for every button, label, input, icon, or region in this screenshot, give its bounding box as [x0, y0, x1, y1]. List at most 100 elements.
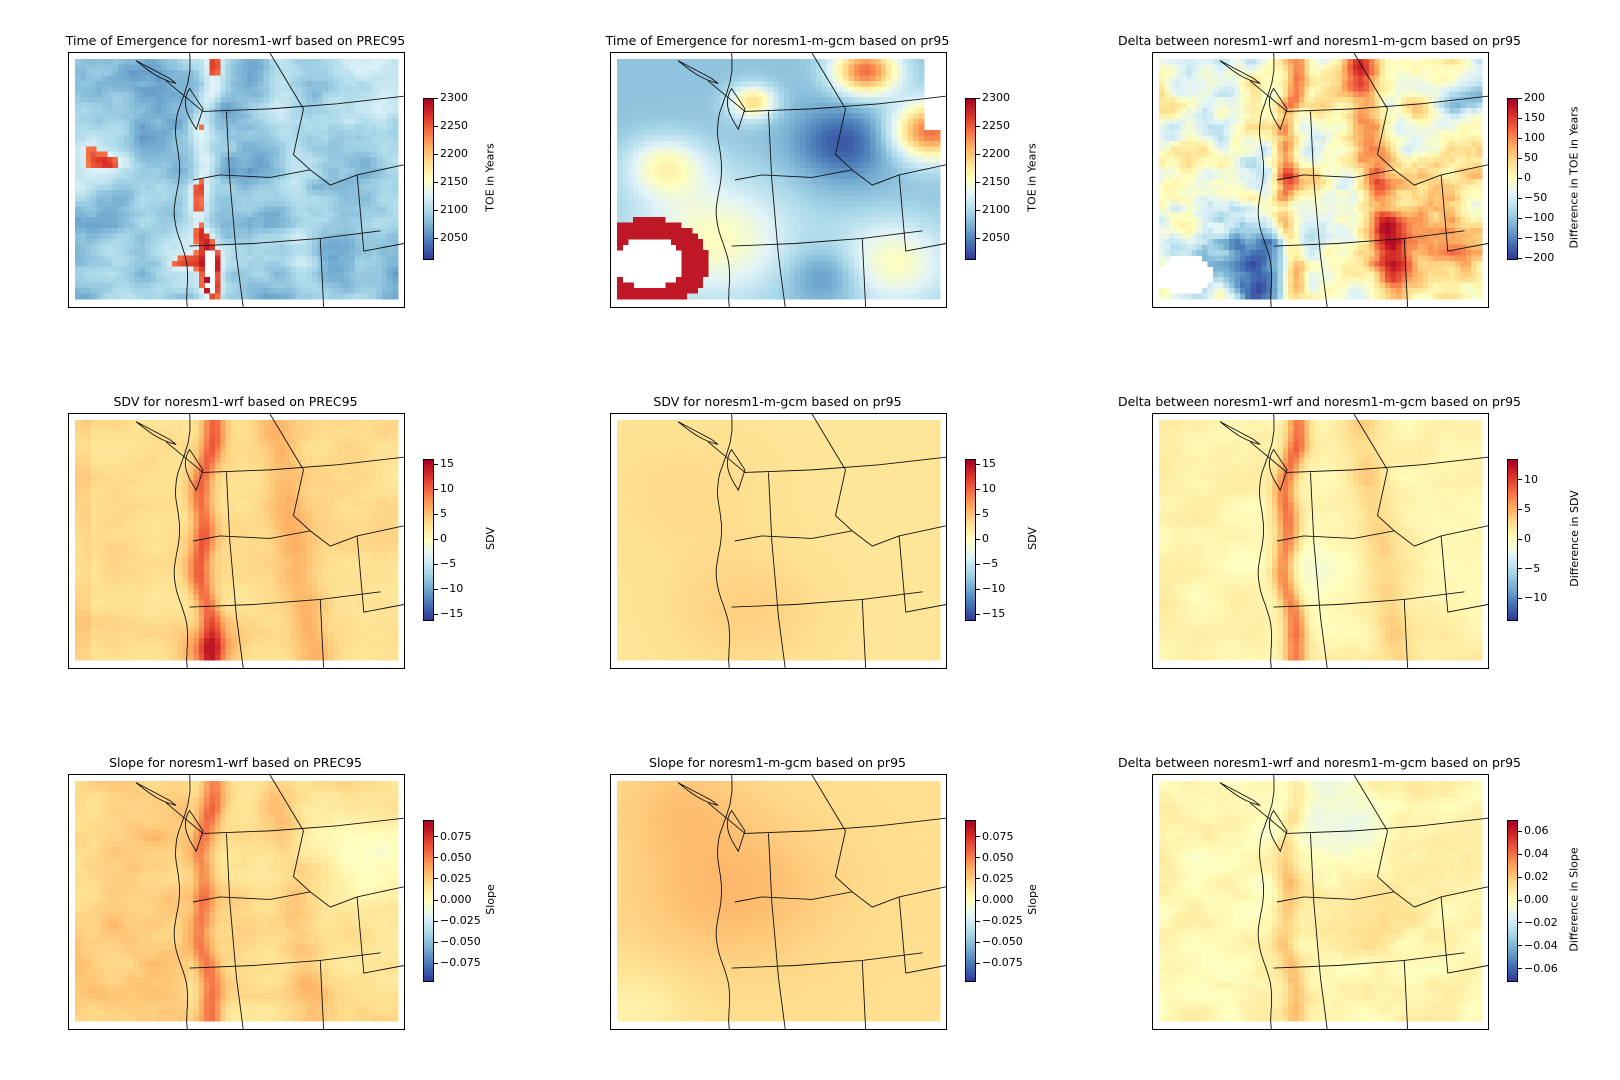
colorbar-tick — [976, 237, 980, 239]
colorbar-tick-label: 0.000 — [440, 894, 472, 905]
colorbar-tick-label: 2250 — [982, 120, 1010, 131]
map-toe-wrf — [68, 52, 405, 308]
colorbar-tick — [434, 488, 438, 490]
colorbar-tick — [434, 941, 438, 943]
colorbar-tick-label: −5 — [1524, 563, 1540, 574]
colorbar-tick — [1518, 197, 1522, 199]
colorbar-tick — [976, 97, 980, 99]
colorbar-label: SDV — [1025, 527, 1038, 550]
colorbar-tick-label: 0.025 — [982, 873, 1014, 884]
colorbar-tick — [1518, 968, 1522, 970]
colorbar-tick-label: −0.075 — [982, 957, 1023, 968]
colorbar-tick-label: −0.025 — [440, 915, 481, 926]
map-borders — [1220, 414, 1488, 668]
colorbar-tick-label: −0.050 — [982, 936, 1023, 947]
colorbar-tick — [976, 538, 980, 540]
colorbar-tick — [976, 899, 980, 901]
map-slope-wrf — [68, 774, 405, 1030]
map-toe-delta — [1152, 52, 1489, 308]
map-field — [69, 414, 404, 668]
colorbar-tick — [976, 857, 980, 859]
field-raster — [1159, 59, 1483, 300]
colorbar-tick — [1518, 97, 1522, 99]
map-sdv-delta — [1152, 413, 1489, 669]
map-field — [611, 53, 946, 307]
field-raster — [75, 420, 399, 661]
colorbar-tick — [1518, 830, 1522, 832]
colorbar-label: Slope — [1025, 884, 1038, 915]
colorbar-tick-label: 0 — [1524, 172, 1531, 183]
colorbar-tick — [976, 962, 980, 964]
colorbar-tick — [1518, 876, 1522, 878]
colorbar-tick-label: 0 — [1524, 533, 1531, 544]
colorbar-tick — [976, 463, 980, 465]
map-field — [69, 775, 404, 1029]
colorbar-tick-label: 0 — [982, 533, 989, 544]
map-field — [1153, 775, 1488, 1029]
colorbar-tick — [976, 941, 980, 943]
colorbar-tick — [1518, 137, 1522, 139]
colorbar — [423, 98, 434, 260]
colorbar-tick — [1518, 117, 1522, 119]
colorbar-tick-label: −10 — [1524, 592, 1547, 603]
map-slope-gcm — [610, 774, 947, 1030]
colorbar-tick-label: −0.02 — [1524, 917, 1558, 928]
colorbar-label: TOE in Years — [1026, 143, 1039, 211]
map-field — [69, 53, 404, 307]
colorbar-tick — [434, 153, 438, 155]
colorbar-tick-label: 5 — [1524, 503, 1531, 514]
map-borders — [1220, 53, 1488, 307]
colorbar-tick — [434, 181, 438, 183]
map-borders — [1220, 775, 1488, 1029]
colorbar-tick-label: −50 — [1524, 192, 1547, 203]
colorbar-tick-label: 2200 — [440, 148, 468, 159]
colorbar-tick — [976, 920, 980, 922]
colorbar — [423, 459, 434, 621]
colorbar-tick-label: 0.000 — [982, 894, 1014, 905]
colorbar-tick — [1518, 237, 1522, 239]
colorbar — [965, 98, 976, 260]
colorbar-tick — [1518, 157, 1522, 159]
field-raster — [1159, 781, 1483, 1022]
field-raster — [617, 781, 941, 1022]
colorbar-tick — [1518, 177, 1522, 179]
colorbar-tick-label: 2200 — [982, 148, 1010, 159]
colorbar-tick — [1518, 568, 1522, 570]
colorbar-tick — [976, 878, 980, 880]
colorbar-label: Slope — [483, 884, 496, 915]
colorbar-label: Difference in TOE in Years — [1568, 106, 1581, 248]
colorbar-tick — [434, 237, 438, 239]
colorbar-tick-label: 0.06 — [1524, 825, 1549, 836]
colorbar-tick-label: 5 — [440, 508, 447, 519]
colorbar-tick-label: −0.06 — [1524, 963, 1558, 974]
colorbar-tick — [976, 488, 980, 490]
colorbar-tick-label: −5 — [982, 558, 998, 569]
panel-title: SDV for noresm1-m-gcm based on pr95 — [653, 394, 901, 409]
colorbar-tick — [976, 125, 980, 127]
colorbar-tick-label: −5 — [440, 558, 456, 569]
colorbar-tick — [1518, 853, 1522, 855]
colorbar-tick — [976, 563, 980, 565]
colorbar-tick — [434, 836, 438, 838]
colorbar-tick-label: 150 — [1524, 112, 1545, 123]
colorbar-tick-label: 0 — [440, 533, 447, 544]
colorbar-tick-label: 0.00 — [1524, 894, 1549, 905]
colorbar-tick-label: 15 — [982, 458, 996, 469]
colorbar-label: SDV — [483, 527, 496, 550]
colorbar-tick — [434, 962, 438, 964]
colorbar-tick-label: 50 — [1524, 152, 1538, 163]
field-raster — [1159, 420, 1483, 661]
map-field — [1153, 414, 1488, 668]
colorbar-tick-label: −150 — [1524, 232, 1554, 243]
colorbar-tick — [1518, 922, 1522, 924]
colorbar-tick-label: −10 — [440, 583, 463, 594]
colorbar — [1507, 820, 1518, 982]
colorbar-label: Difference in SDV — [1567, 490, 1580, 587]
colorbar-tick-label: 10 — [982, 483, 996, 494]
colorbar-label: Difference in Slope — [1568, 847, 1581, 951]
panel-title: Delta between noresm1-wrf and noresm1-m-… — [1118, 33, 1521, 48]
panel-title: Delta between noresm1-wrf and noresm1-m-… — [1118, 394, 1521, 409]
colorbar-tick-label: 10 — [440, 483, 454, 494]
colorbar-tick-label: 10 — [1524, 474, 1538, 485]
